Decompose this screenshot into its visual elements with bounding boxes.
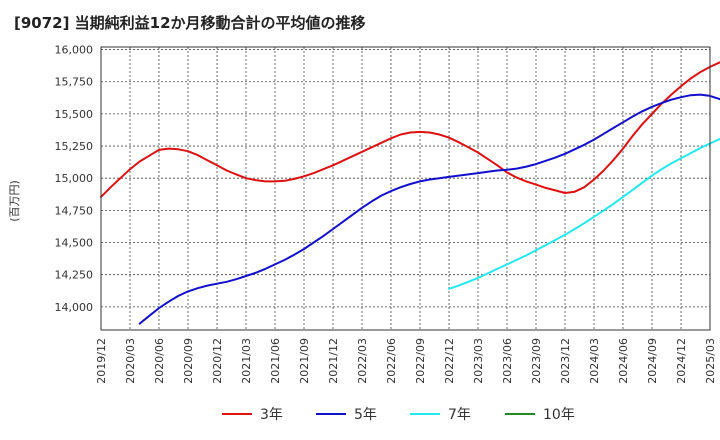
x-tick-label: 2023/06: [501, 338, 514, 384]
y-axis-label: (百万円): [8, 180, 21, 222]
legend: 3年 5年 7年 10年: [222, 407, 575, 423]
y-tick-label: 14,250: [55, 269, 94, 282]
series-lines: [100, 61, 720, 325]
x-axis-tick-labels: 2019/12 2020/03 2020/06 2020/09 2020/12 2021/…: [95, 338, 717, 384]
y-tick-label: 16,000: [55, 44, 94, 57]
x-tick-label: 2022/09: [414, 338, 427, 384]
series-line-3年: [100, 61, 720, 198]
x-tick-label: 2021/09: [298, 338, 311, 384]
legend-label: 7年: [448, 407, 471, 423]
y-tick-label: 14,750: [55, 204, 94, 217]
series-line-5年: [138, 93, 720, 325]
x-tick-label: 2020/06: [153, 338, 166, 384]
legend-label: 10年: [543, 407, 575, 423]
x-tick-label: 2021/06: [269, 338, 282, 384]
y-tick-label: 15,750: [55, 76, 94, 89]
y-tick-label: 15,500: [55, 108, 94, 121]
x-tick-label: 2022/12: [443, 338, 456, 384]
x-tick-label: 2019/12: [95, 338, 108, 384]
x-tick-label: 2024/09: [646, 338, 659, 384]
y-axis-tick-labels: 14,000 14,250 14,500 14,750 15,000 15,250 15,5…: [55, 44, 94, 314]
plot-area-border: [100, 46, 711, 331]
y-tick-label: 14,500: [55, 237, 94, 250]
legend-label: 3年: [260, 407, 283, 423]
x-tick-label: 2023/03: [472, 338, 485, 384]
x-tick-label: 2023/09: [530, 338, 543, 384]
plot-area-background: [101, 47, 710, 330]
x-tick-label: 2024/06: [617, 338, 630, 384]
x-tick-label: 2020/12: [211, 338, 224, 384]
x-tick-label: 2024/12: [675, 338, 688, 384]
x-tick-label: 2023/12: [559, 338, 572, 384]
x-tick-label: 2021/12: [327, 338, 340, 384]
x-tick-label: 2022/03: [356, 338, 369, 384]
chart-title: [9072] 当期純利益12か月移動合計の平均値の推移: [14, 14, 366, 32]
y-tick-label: 14,000: [55, 301, 94, 314]
x-tick-label: 2021/03: [240, 338, 253, 384]
grid-lines: [100, 47, 711, 330]
y-tick-label: 15,000: [55, 172, 94, 185]
y-tick-label: 15,250: [55, 140, 94, 153]
series-line-7年: [448, 137, 720, 290]
x-tick-label: 2022/06: [385, 338, 398, 384]
x-tick-label: 2020/09: [182, 338, 195, 384]
x-tick-label: 2024/03: [588, 338, 601, 384]
legend-label: 5年: [354, 407, 377, 423]
x-tick-label: 2020/03: [124, 338, 137, 384]
x-tick-label: 2025/03: [704, 338, 717, 384]
